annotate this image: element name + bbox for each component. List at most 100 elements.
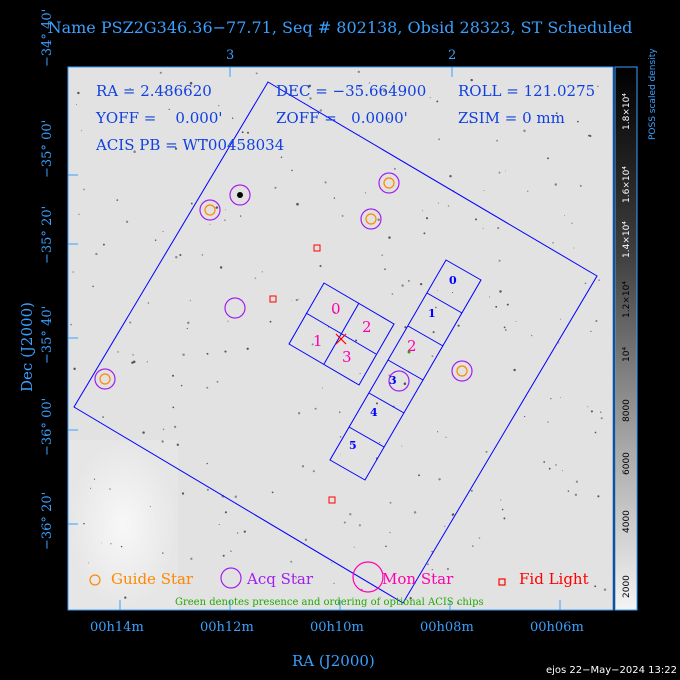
background-star: [523, 415, 526, 418]
background-star: [543, 461, 546, 463]
background-star: [125, 220, 129, 223]
background-star: [280, 156, 283, 158]
colorbar-label: 6000: [622, 452, 632, 475]
background-star: [314, 407, 317, 410]
background-star: [206, 488, 209, 491]
fid-lights: [269, 244, 336, 504]
background-stars: [70, 70, 607, 605]
background-star: [121, 138, 123, 141]
background-star: [206, 462, 208, 465]
background-star: [224, 219, 226, 221]
background-star: [421, 210, 424, 212]
background-star: [559, 397, 561, 399]
background-star: [72, 271, 74, 273]
background-star: [475, 218, 477, 221]
acis-chip-label: 3: [389, 374, 397, 387]
background-star: [246, 131, 250, 134]
background-star: [431, 568, 434, 571]
background-star: [499, 290, 502, 293]
roll-readout: ROLL = 121.0275: [458, 82, 596, 100]
guide-acq-stars: [94, 172, 473, 392]
background-star: [319, 264, 322, 268]
background-star: [587, 406, 589, 408]
background-star: [322, 387, 324, 389]
background-star: [431, 550, 433, 553]
background-star: [446, 567, 449, 571]
background-star: [81, 130, 83, 132]
background-star: [222, 554, 225, 557]
background-star: [179, 253, 182, 257]
background-star: [107, 141, 109, 144]
background-star: [296, 202, 299, 206]
background-star: [146, 361, 148, 363]
colorbar-label: 1.4×10⁴: [622, 221, 632, 258]
background-star: [590, 410, 593, 413]
background-star: [445, 436, 447, 439]
background-star: [401, 445, 403, 447]
background-star: [93, 478, 96, 480]
background-star: [77, 91, 80, 95]
background-star: [389, 501, 392, 504]
background-star: [120, 545, 123, 548]
colorbar-label: 1.2×10⁴: [622, 281, 632, 318]
background-star: [132, 354, 134, 356]
background-star: [504, 170, 506, 172]
aim-point-marker: [335, 333, 347, 345]
background-star: [297, 412, 301, 415]
background-star: [168, 108, 170, 111]
background-star: [190, 557, 193, 560]
background-star: [449, 175, 452, 178]
background-star: [349, 513, 352, 516]
background-star: [182, 577, 185, 580]
colorbar-title: POSS scaled density: [648, 48, 658, 140]
background-star: [304, 538, 308, 541]
background-star: [471, 545, 474, 547]
background-star: [404, 326, 407, 329]
background-star: [101, 542, 103, 544]
y-tick-label: −34° 40': [40, 8, 55, 67]
background-star: [301, 465, 305, 468]
background-star: [547, 421, 549, 423]
background-star: [385, 545, 387, 548]
background-star: [359, 373, 361, 374]
top-tick-label: 2: [448, 48, 457, 63]
background-star: [95, 252, 98, 256]
background-star: [482, 227, 484, 229]
background-star: [355, 339, 358, 342]
background-star: [575, 480, 579, 483]
background-star: [555, 464, 557, 466]
sky-glow: [68, 440, 178, 610]
background-star: [205, 139, 208, 142]
background-star: [498, 259, 501, 262]
hrc-chip-label: 0: [331, 300, 341, 318]
acis-s-chip-strip: [329, 259, 482, 481]
background-star: [319, 109, 323, 112]
y-tick-label: −35° 20': [40, 205, 55, 264]
background-star: [597, 495, 600, 498]
background-star: [236, 532, 239, 534]
background-star: [588, 134, 591, 137]
x-tick-label: 00h08m: [420, 620, 474, 635]
background-star: [131, 361, 134, 364]
background-star: [206, 386, 209, 389]
legend-guide-star: Guide Star: [111, 570, 194, 588]
background-star: [216, 380, 219, 383]
background-star: [500, 499, 502, 501]
colorbar-label: 1.8×10⁴: [622, 93, 632, 130]
background-star: [498, 171, 501, 174]
background-star: [571, 222, 573, 224]
background-star: [109, 488, 111, 490]
x-tick-label: 00h12m: [200, 620, 254, 635]
background-star: [409, 596, 412, 600]
background-star: [173, 425, 177, 429]
background-star: [117, 351, 119, 353]
background-star: [358, 134, 360, 135]
background-star: [567, 490, 570, 492]
background-star: [547, 157, 549, 160]
background-star: [230, 550, 232, 553]
background-star: [444, 525, 446, 527]
acis-pb-readout: ACIS PB = WT00458034: [96, 136, 285, 154]
acis-chip-label: 5: [349, 439, 357, 452]
background-star: [116, 199, 119, 201]
background-star: [341, 214, 344, 217]
